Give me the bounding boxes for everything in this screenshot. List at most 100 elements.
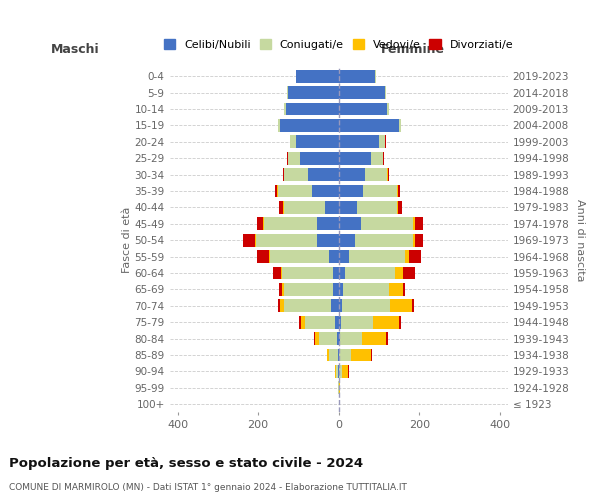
Bar [282, 283, 284, 296]
Bar [338, 168, 365, 181]
Bar [361, 218, 413, 230]
Bar [329, 250, 338, 263]
Bar [308, 168, 338, 181]
Bar [325, 201, 338, 213]
Bar [395, 266, 403, 280]
Bar [375, 70, 376, 82]
Bar [383, 152, 384, 164]
Bar [296, 136, 338, 148]
Bar [365, 168, 387, 181]
Bar [332, 283, 338, 296]
Bar [338, 348, 340, 362]
Bar [315, 332, 319, 345]
Bar [290, 136, 296, 148]
Text: COMUNE DI MARMIROLO (MN) - Dati ISTAT 1° gennaio 2024 - Elaborazione TUTTITALIA.: COMUNE DI MARMIROLO (MN) - Dati ISTAT 1°… [9, 484, 407, 492]
Bar [313, 184, 338, 198]
Bar [269, 250, 270, 263]
Bar [278, 300, 280, 312]
Bar [301, 152, 338, 164]
Bar [278, 119, 280, 132]
Bar [305, 316, 335, 328]
Bar [256, 234, 317, 246]
Text: Femmine: Femmine [381, 43, 445, 56]
Bar [338, 136, 379, 148]
Bar [409, 250, 421, 263]
Bar [338, 201, 357, 213]
Bar [373, 316, 399, 328]
Bar [412, 300, 415, 312]
Bar [284, 102, 286, 116]
Bar [277, 184, 278, 198]
Bar [363, 184, 397, 198]
Bar [319, 332, 337, 345]
Bar [301, 316, 305, 328]
Bar [283, 168, 284, 181]
Bar [335, 316, 338, 328]
Bar [385, 86, 386, 99]
Bar [338, 266, 345, 280]
Bar [335, 365, 336, 378]
Bar [398, 184, 400, 198]
Bar [329, 348, 338, 362]
Bar [362, 332, 386, 345]
Bar [340, 348, 351, 362]
Bar [286, 102, 338, 116]
Bar [280, 119, 338, 132]
Bar [284, 300, 331, 312]
Bar [270, 250, 329, 263]
Bar [398, 201, 401, 213]
Bar [264, 218, 317, 230]
Bar [338, 184, 363, 198]
Bar [342, 365, 349, 378]
Text: Popolazione per età, sesso e stato civile - 2024: Popolazione per età, sesso e stato civil… [9, 456, 363, 469]
Bar [349, 250, 405, 263]
Bar [399, 316, 401, 328]
Bar [278, 184, 313, 198]
Bar [403, 283, 405, 296]
Bar [387, 102, 389, 116]
Bar [284, 168, 308, 181]
Bar [390, 300, 412, 312]
Bar [397, 184, 398, 198]
Bar [340, 332, 362, 345]
Bar [279, 283, 282, 296]
Bar [314, 332, 315, 345]
Bar [280, 300, 284, 312]
Bar [371, 152, 383, 164]
Bar [287, 86, 289, 99]
Bar [331, 300, 338, 312]
Bar [257, 218, 263, 230]
Bar [386, 332, 388, 345]
Bar [284, 201, 325, 213]
Bar [338, 382, 340, 394]
Bar [397, 201, 398, 213]
Bar [338, 332, 340, 345]
Bar [338, 250, 349, 263]
Bar [387, 168, 388, 181]
Bar [338, 316, 341, 328]
Bar [338, 119, 399, 132]
Bar [405, 250, 409, 263]
Bar [413, 218, 415, 230]
Bar [289, 152, 301, 164]
Legend: Celibi/Nubili, Coniugati/e, Vedovi/e, Divorziati/e: Celibi/Nubili, Coniugati/e, Vedovi/e, Di… [164, 39, 513, 50]
Bar [355, 234, 413, 246]
Y-axis label: Fasce di età: Fasce di età [122, 207, 131, 274]
Bar [282, 266, 332, 280]
Bar [399, 119, 401, 132]
Bar [351, 348, 371, 362]
Bar [343, 283, 389, 296]
Bar [243, 234, 255, 246]
Bar [338, 70, 375, 82]
Bar [275, 184, 277, 198]
Bar [255, 234, 256, 246]
Bar [388, 168, 389, 181]
Bar [289, 86, 338, 99]
Bar [332, 266, 338, 280]
Bar [338, 234, 355, 246]
Bar [413, 234, 415, 246]
Bar [284, 283, 332, 296]
Bar [389, 283, 403, 296]
Bar [341, 316, 373, 328]
Bar [338, 300, 342, 312]
